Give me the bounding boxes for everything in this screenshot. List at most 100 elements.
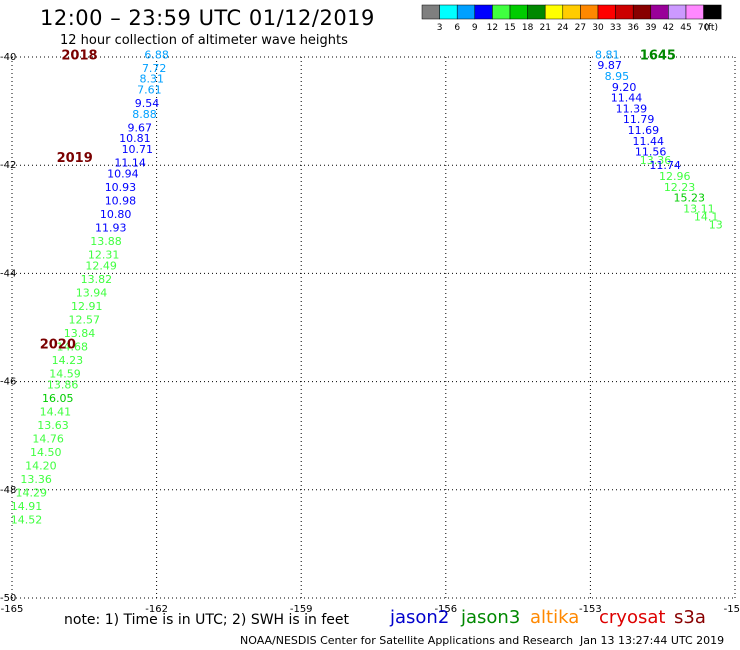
color-scale-swatch — [474, 4, 493, 20]
y-tick-label: -44 — [0, 268, 16, 279]
wave-height-label: 16.05 — [42, 392, 74, 405]
wave-height-label: 10.71 — [122, 143, 154, 156]
color-scale-swatch — [668, 4, 687, 20]
wave-height-label: 11.44 — [632, 135, 664, 148]
wave-height-label: 7.61 — [137, 83, 162, 96]
wave-height-label: 11.56 — [635, 146, 667, 159]
color-scale-swatch — [456, 4, 476, 20]
color-scale-label: 15 — [504, 23, 515, 33]
grid — [11, 56, 736, 599]
x-tick-label: -153 — [579, 604, 602, 615]
wave-height-label: 14.29 — [16, 487, 48, 500]
color-scale-swatch — [509, 4, 528, 20]
time-label: 2020 — [40, 338, 76, 353]
y-tick-label: -48 — [0, 485, 16, 496]
wave-height-label: 9.67 — [127, 121, 152, 134]
color-scale-swatch — [421, 4, 440, 20]
satellite-cryosat: cryosat — [599, 607, 666, 628]
note-text: note: 1) Time is in UTC; 2) SWH is in fe… — [64, 612, 350, 628]
wave-height-label: 9.20 — [612, 81, 637, 94]
y-tick-label: -50 — [0, 593, 16, 604]
wave-height-label: 12.31 — [88, 248, 120, 261]
wave-height-label: 13.86 — [47, 378, 79, 391]
time-label: 2018 — [61, 48, 97, 63]
x-tick-label: -165 — [1, 604, 24, 615]
wave-height-label: 13.36 — [20, 473, 52, 486]
x-tick-label: -159 — [290, 604, 313, 615]
wave-height-label: 13 — [709, 219, 723, 232]
wave-height-label: 11.69 — [628, 124, 660, 137]
color-scale-swatch — [562, 4, 581, 20]
wave-height-label: 10.80 — [100, 208, 132, 221]
wave-height-label: 7.72 — [142, 62, 167, 75]
color-scale-label: 12 — [487, 23, 498, 33]
wave-height-label: 11.74 — [649, 159, 681, 172]
y-tick-label: -46 — [0, 377, 16, 388]
wave-height-label: 12.91 — [71, 300, 103, 313]
color-scale-swatch — [615, 4, 634, 20]
color-scale-label: 39 — [645, 23, 657, 33]
wave-height-label: 15.23 — [673, 192, 705, 205]
wave-height-label: 14.52 — [11, 514, 43, 527]
color-scale-label: 30 — [592, 23, 604, 33]
y-tick-label: -42 — [0, 160, 16, 171]
wave-height-label: 13.88 — [90, 235, 122, 248]
wave-height-label: 13.63 — [37, 419, 69, 432]
color-scale-swatch — [632, 4, 652, 20]
x-tick-label: -150 — [724, 604, 740, 615]
wave-height-label: 14.20 — [25, 459, 57, 472]
wave-height-label: 14.76 — [32, 432, 64, 445]
time-labels: 2018 2019 2020 1645 — [40, 48, 676, 352]
color-scale-swatch — [580, 4, 599, 20]
satellite-s3a: s3a — [674, 607, 706, 628]
wave-height-label: 14.68 — [57, 340, 89, 353]
wave-height-label: 14.50 — [30, 446, 62, 459]
color-scale-label: 24 — [557, 23, 569, 33]
wave-height-label: 12.49 — [85, 259, 117, 272]
wave-height-label: 14.41 — [40, 405, 72, 418]
satellite-jason3: jason3 — [461, 607, 521, 628]
color-scale-swatch — [527, 4, 546, 20]
color-scale-label: 45 — [680, 23, 691, 33]
wave-height-label: 13.11 — [683, 202, 715, 215]
color-scale: 3 6 9 12 15 18 21 24 27 30 33 36 39 42 45 70(ft) — [421, 4, 722, 33]
x-tick-label: -156 — [434, 604, 457, 615]
color-scale-swatch — [597, 4, 616, 20]
wave-height-label: 8.95 — [605, 70, 630, 83]
wave-height-label: 14.59 — [49, 367, 81, 380]
satellite-altika: altika — [530, 607, 580, 628]
color-scale-label: 27 — [575, 23, 586, 33]
footer-credit: NOAA/NESDIS Center for Satellite Applica… — [240, 634, 574, 647]
wave-height-label: 10.93 — [105, 181, 137, 194]
wave-height-label: 8.31 — [140, 73, 165, 86]
wave-height-label: 11.44 — [611, 92, 643, 105]
color-scale-label: 9 — [472, 23, 478, 33]
chart-title: 12:00 – 23:59 UTC 01/12/2019 — [40, 6, 375, 30]
wave-height-label: 10.98 — [105, 194, 137, 207]
color-scale-label: 18 — [522, 23, 534, 33]
color-scale-swatch — [544, 4, 564, 20]
wave-height-label: 10.81 — [119, 132, 151, 145]
wave-height-label: 13.82 — [81, 273, 113, 286]
data-points: 6.887.728.317.619.548.889.6710.8110.7111… — [11, 48, 723, 526]
wave-height-label: 12.57 — [69, 313, 101, 326]
wave-height-label: 13.94 — [76, 286, 108, 299]
color-scale-label: 21 — [539, 23, 550, 33]
color-scale-label: 70 — [698, 23, 710, 33]
color-scale-unit: (ft) — [704, 23, 718, 33]
wave-height-label: 14.1 — [694, 211, 719, 224]
wave-height-label: 11.39 — [616, 102, 648, 115]
color-scale-label: 42 — [663, 23, 674, 33]
wave-height-label: 9.54 — [135, 97, 160, 110]
wave-height-label: 13.36 — [640, 154, 672, 167]
color-scale-label: 36 — [627, 23, 639, 33]
wave-height-label: 13.84 — [64, 327, 96, 340]
wave-height-label: 12.23 — [664, 181, 696, 194]
wave-height-label: 11.14 — [114, 156, 146, 169]
wave-height-label: 8.81 — [595, 48, 620, 61]
wave-height-label: 14.91 — [11, 500, 43, 513]
wave-height-label: 6.88 — [144, 48, 169, 61]
color-scale-swatch — [685, 4, 704, 20]
wave-height-label: 11.93 — [95, 221, 127, 234]
